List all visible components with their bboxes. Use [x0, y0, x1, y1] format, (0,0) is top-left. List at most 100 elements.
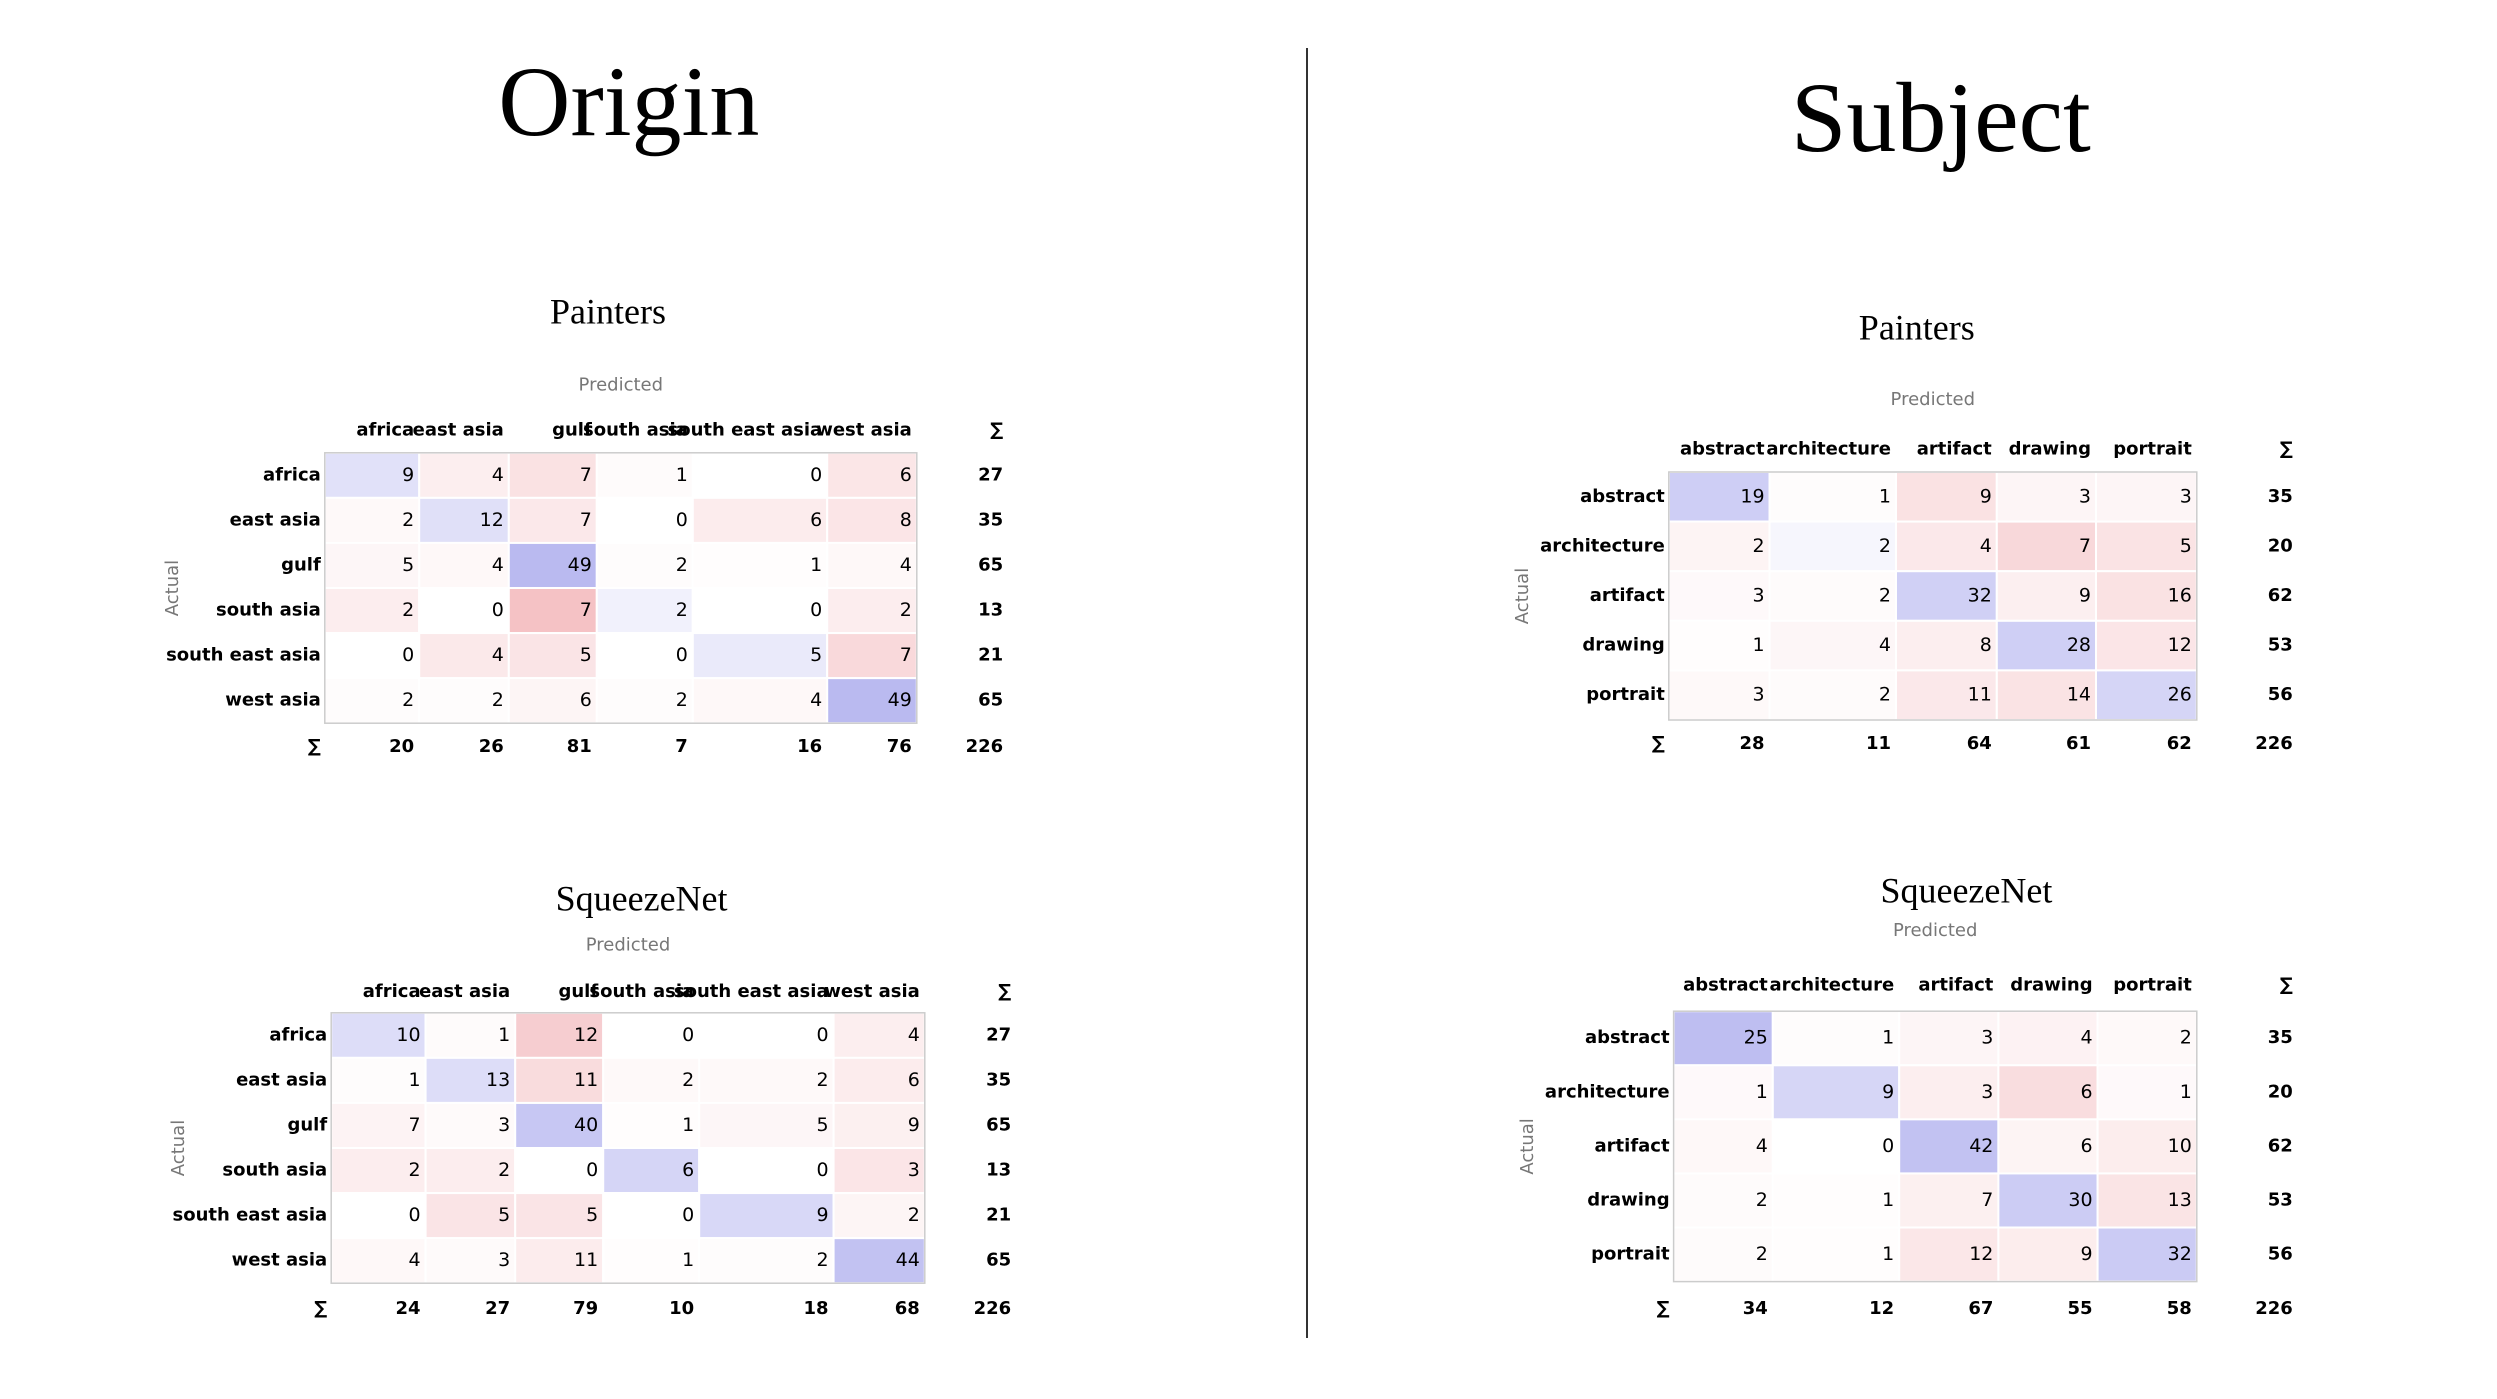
grid-border — [324, 452, 918, 724]
cell-value: 2 — [1879, 585, 1891, 607]
column-label: artifact — [1917, 439, 1992, 460]
cell-value: 4 — [810, 689, 822, 711]
cell-value: 5 — [810, 644, 822, 666]
column-total: 28 — [1740, 733, 1765, 754]
predicted-label: Predicted — [579, 375, 664, 396]
cell-value: 5 — [580, 644, 592, 666]
cell-value: 7 — [1981, 1189, 1993, 1211]
predicted-label: Predicted — [1891, 389, 1976, 410]
row-total: 35 — [978, 509, 1003, 530]
column-total: 20 — [389, 736, 414, 757]
cell-value: 0 — [810, 464, 822, 486]
row-label: east asia — [236, 1069, 327, 1090]
cell-value: 5 — [817, 1114, 829, 1136]
column-label: south asia — [589, 981, 694, 1002]
column-label: south asia — [583, 419, 688, 440]
cell-value: 19 — [1740, 485, 1764, 507]
sum-symbol: ∑ — [998, 981, 1011, 1002]
column-total: 7 — [675, 736, 688, 757]
cell-value: 2 — [402, 509, 414, 531]
column-label: drawing — [2009, 439, 2091, 460]
cell — [691, 496, 829, 544]
cell — [1771, 1172, 1901, 1229]
row-label: gulf — [287, 1114, 327, 1135]
row-label: west asia — [225, 690, 321, 711]
cell-value: 3 — [2180, 485, 2192, 507]
cell-value: 6 — [2081, 1081, 2093, 1103]
column-total: 64 — [1967, 733, 1992, 754]
cell-value: 1 — [1882, 1189, 1894, 1211]
cell-value: 2 — [682, 1069, 694, 1091]
row-total: 21 — [986, 1205, 1011, 1226]
cell-value: 28 — [2067, 634, 2091, 656]
column-total: 81 — [567, 736, 592, 757]
cell-value: 9 — [2079, 585, 2091, 607]
cell-value: 26 — [2168, 684, 2192, 706]
cell-value: 2 — [402, 599, 414, 621]
grand-total: 226 — [974, 1298, 1012, 1319]
cell-value: 1 — [676, 464, 688, 486]
row-label: artifact — [1595, 1135, 1670, 1156]
cell — [1768, 520, 1897, 573]
column-label: architecture — [1766, 439, 1891, 460]
predicted-label: Predicted — [586, 935, 671, 956]
sum-symbol: ∑ — [990, 419, 1003, 440]
cell-value: 2 — [817, 1069, 829, 1091]
row-total: 13 — [978, 600, 1003, 621]
column-total: 27 — [485, 1298, 510, 1319]
cell-value: 13 — [486, 1069, 510, 1091]
column-label: south east asia — [667, 419, 822, 440]
row-total: 53 — [2268, 635, 2293, 656]
cell-value: 1 — [682, 1249, 694, 1271]
cell-value: 2 — [1753, 535, 1765, 557]
cell-value: 49 — [568, 554, 592, 576]
cell-value: 30 — [2068, 1189, 2092, 1211]
cell — [1997, 1064, 2099, 1121]
cell — [1768, 619, 1897, 672]
cell-value: 1 — [1753, 634, 1765, 656]
cell-value: 14 — [2067, 684, 2091, 706]
actual-label: Actual — [1512, 568, 1533, 624]
actual-label: Actual — [162, 560, 183, 616]
sum-symbol: ∑ — [2280, 439, 2293, 460]
cell-value: 5 — [586, 1204, 598, 1226]
cell-value: 7 — [2079, 535, 2091, 557]
cell — [1995, 669, 2098, 722]
cell-value: 2 — [409, 1159, 421, 1181]
row-label: west asia — [232, 1250, 328, 1271]
row-total: 21 — [978, 645, 1003, 666]
cell-value: 7 — [409, 1114, 421, 1136]
cell-value: 6 — [682, 1159, 694, 1181]
cell-value: 10 — [2168, 1135, 2192, 1157]
cell — [1898, 1010, 2000, 1067]
cell — [691, 632, 829, 680]
cell-value: 2 — [817, 1249, 829, 1271]
cell-value: 0 — [1882, 1135, 1894, 1157]
cell-value: 9 — [402, 464, 414, 486]
cell-value: 2 — [1879, 535, 1891, 557]
row-label: portrait — [1591, 1244, 1670, 1265]
cell — [698, 1101, 835, 1150]
grid-border — [330, 1012, 926, 1284]
cell-value: 40 — [574, 1114, 598, 1136]
cell-value: 2 — [676, 689, 688, 711]
cell-value: 0 — [682, 1024, 694, 1046]
column-total: 68 — [895, 1298, 920, 1319]
column-total: 18 — [804, 1298, 829, 1319]
row-total: 27 — [978, 464, 1003, 485]
column-total: 61 — [2066, 733, 2091, 754]
cell-value: 4 — [2081, 1027, 2093, 1049]
row-total: 35 — [2268, 486, 2293, 507]
cell — [1771, 1226, 1901, 1283]
cell-value: 5 — [498, 1204, 510, 1226]
column-total: 58 — [2167, 1298, 2192, 1319]
cell-value: 2 — [1756, 1243, 1768, 1265]
cell — [2096, 1118, 2198, 1175]
row-label: drawing — [1582, 635, 1664, 656]
cell — [691, 541, 829, 590]
cell-value: 2 — [498, 1159, 510, 1181]
column-total: 67 — [1968, 1298, 1993, 1319]
row-total: 62 — [2268, 585, 2293, 606]
cell — [2095, 669, 2198, 722]
